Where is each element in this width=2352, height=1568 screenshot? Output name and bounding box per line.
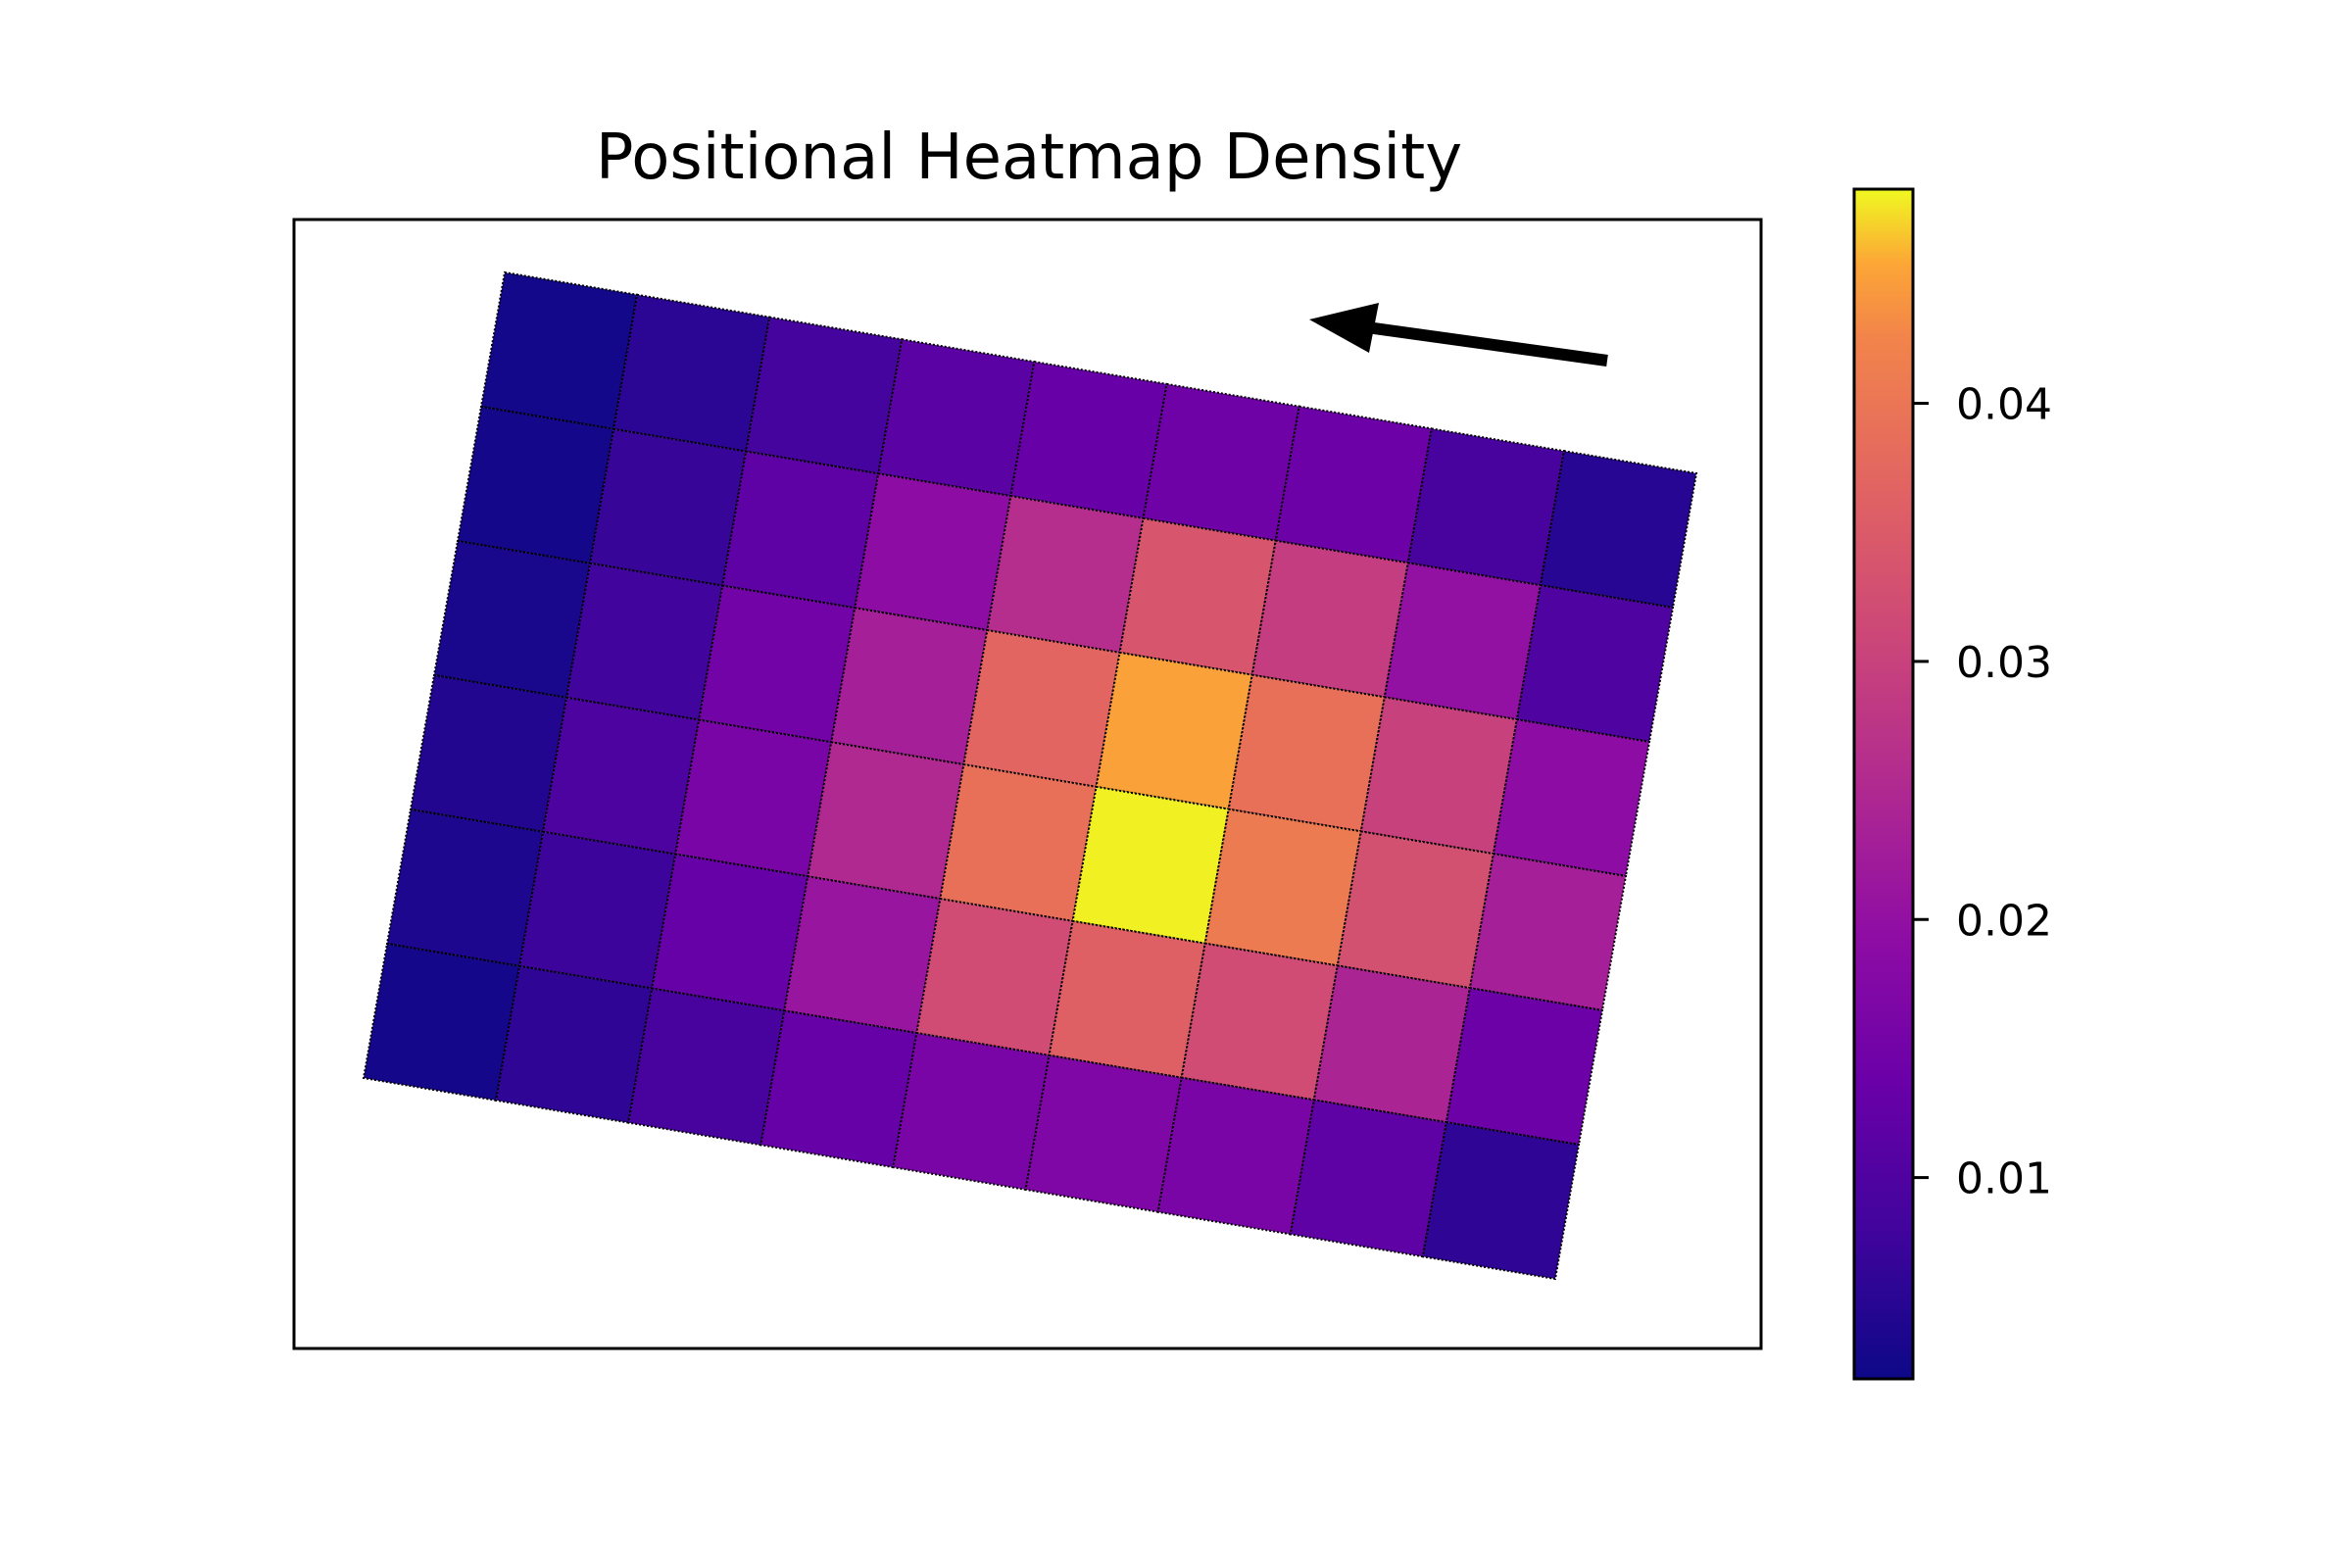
- heatmap-cell-r5-c2: [627, 987, 786, 1147]
- heatmap-cell-r5-c6: [1156, 1076, 1315, 1236]
- heatmap-cell-r1-c8: [1515, 584, 1675, 744]
- heatmap-cell-r3-c5: [1071, 785, 1230, 945]
- heatmap-cell-r2-c2: [698, 584, 857, 744]
- heatmap-cell-r5-c3: [760, 1009, 918, 1169]
- heatmap-cell-r4-c3: [783, 875, 942, 1035]
- heatmap-cell-r0-c0: [479, 270, 639, 430]
- heatmap-cell-r1-c5: [1118, 516, 1277, 676]
- heatmap-cell-r2-c5: [1095, 651, 1253, 810]
- heatmap-cell-r5-c8: [1421, 1121, 1581, 1281]
- heatmap-cell-r0-c1: [612, 293, 771, 453]
- heatmap-cell-r2-c8: [1492, 718, 1651, 878]
- heatmap-cell-r5-c7: [1289, 1099, 1448, 1258]
- colorbar-tick-label: 0.01: [1956, 1154, 2052, 1204]
- heatmap-cell-r4-c2: [651, 853, 809, 1012]
- heatmap-cell-r4-c0: [385, 808, 545, 967]
- colorbar: 0.01 0.02 0.03 0.04: [1852, 187, 2052, 1381]
- heatmap-cell-r3-c6: [1203, 808, 1362, 967]
- plot-frame: [292, 218, 1763, 1350]
- heatmap-cell-r2-c7: [1359, 696, 1519, 856]
- heatmap-cell-r2-c3: [830, 607, 989, 766]
- heatmap-cell-r4-c6: [1180, 942, 1339, 1102]
- heatmap-cell-r5-c5: [1024, 1054, 1183, 1213]
- heatmap-cell-r4-c4: [915, 897, 1074, 1057]
- heatmap-cell-r4-c7: [1312, 964, 1472, 1124]
- heatmap-cell-r1-c7: [1383, 562, 1543, 721]
- heatmap-cell-r2-c6: [1227, 673, 1386, 833]
- heatmap-cell-r3-c8: [1468, 853, 1628, 1012]
- colorbar-tick-label: 0.04: [1956, 380, 2052, 430]
- heatmap-cell-r3-c1: [541, 696, 701, 856]
- heatmap-cell-r1-c1: [588, 427, 748, 587]
- heatmap-cell-r3-c7: [1336, 830, 1495, 990]
- heatmap-cell-r5-c4: [892, 1031, 1051, 1192]
- colorbar-gradient: [1852, 187, 1915, 1381]
- heatmap-cell-r3-c0: [409, 673, 568, 833]
- heatmap-cell-r0-c4: [1009, 360, 1168, 520]
- heatmap-cell-r5-c1: [494, 964, 654, 1124]
- heatmap-cell-r0-c5: [1142, 382, 1300, 542]
- heatmap-cell-r4-c1: [517, 830, 677, 990]
- heatmap-cell-r0-c2: [745, 316, 904, 475]
- heatmap-cell-r4-c5: [1048, 919, 1206, 1079]
- heatmap-cell-r5-c0: [362, 942, 521, 1102]
- heatmap-cell-r0-c3: [877, 338, 1036, 498]
- heatmap-cell-r1-c4: [986, 494, 1145, 655]
- heatmap-cell-r2-c0: [432, 539, 592, 699]
- heatmap-cell-r0-c7: [1406, 427, 1566, 587]
- heatmap-cell-r1-c0: [456, 405, 615, 564]
- heatmap-cell-r3-c3: [807, 741, 965, 901]
- heatmap-cell-r2-c1: [564, 562, 724, 721]
- colorbar-tick-label: 0.02: [1956, 896, 2052, 946]
- colorbar-tick-label: 0.03: [1956, 638, 2052, 688]
- chart-title: Positional Heatmap Density: [596, 122, 1462, 194]
- heatmap-cell-r2-c4: [962, 628, 1121, 789]
- heatmap-cell-r1-c6: [1250, 539, 1409, 699]
- heatmap-cell-r1-c2: [721, 450, 880, 610]
- heatmap-cells: [362, 270, 1698, 1281]
- colorbar-ticks: 0.01 0.02 0.03 0.04: [1913, 380, 2052, 1204]
- heatmap-cell-r3-c4: [939, 762, 1098, 923]
- arrow-head: [1309, 303, 1379, 353]
- direction-arrow: [1309, 303, 1608, 367]
- heatmap-cell-r4-c8: [1445, 987, 1604, 1147]
- heatmap-cell-r1-c3: [854, 472, 1012, 632]
- heatmap-cell-r0-c6: [1274, 405, 1433, 564]
- heatmap-cell-r3-c2: [674, 718, 833, 878]
- heatmap-cell-r0-c8: [1539, 450, 1698, 610]
